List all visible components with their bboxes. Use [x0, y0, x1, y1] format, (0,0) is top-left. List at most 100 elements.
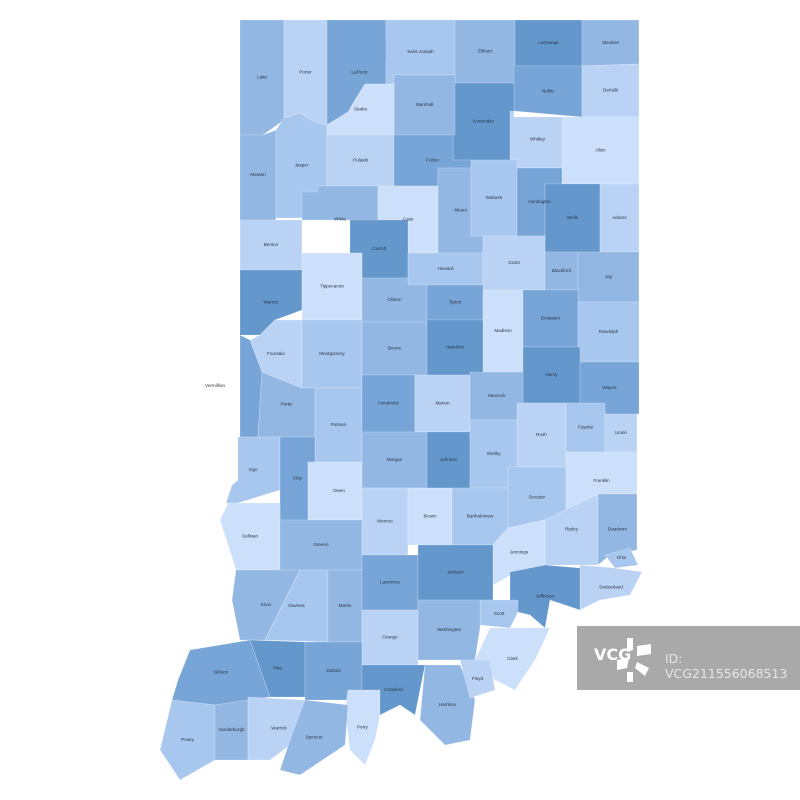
county-label-ripley: Ripley — [565, 527, 578, 532]
county-label-steuben: Steuben — [602, 40, 620, 45]
county-label-decatur: Decatur — [529, 495, 546, 500]
county-label-whitley: Whitley — [530, 137, 546, 142]
county-label-tippecanoe: Tippecanoe — [320, 284, 344, 289]
county-label-shelby: Shelby — [486, 451, 501, 456]
county-label-lagrange: LaGrange — [538, 40, 559, 45]
county-harrison[interactable] — [419, 664, 476, 746]
county-label-dubois: Dubois — [326, 668, 341, 673]
county-label-carroll: Carroll — [372, 246, 386, 251]
county-label-vermillion: Vermillion — [205, 383, 225, 388]
county-label-tipton: Tipton — [449, 300, 462, 305]
county-label-jackson: Jackson — [447, 570, 464, 575]
county-label-benton: Benton — [264, 242, 279, 247]
county-label-switzerland: Switzerland — [599, 585, 623, 590]
county-label-vigo: Vigo — [248, 467, 258, 472]
county-label-grant: Grant — [508, 260, 520, 265]
county-label-dearborn: Dearborn — [608, 527, 628, 532]
county-label-wabash: Wabash — [486, 195, 503, 200]
county-label-lake: Lake — [257, 75, 267, 80]
county-label-saint-joseph: Saint Joseph — [407, 49, 434, 54]
county-label-white: White — [334, 217, 346, 222]
county-lake[interactable] — [239, 19, 285, 136]
watermark-id: ID: VCG211556068513 — [665, 651, 788, 681]
county-label-starke: Starke — [354, 107, 368, 112]
county-label-warren: Warren — [264, 300, 279, 305]
county-label-pike: Pike — [273, 666, 282, 671]
county-label-fountain: Fountain — [267, 351, 285, 356]
county-label-miami: Miami — [454, 208, 466, 213]
county-label-orange: Orange — [382, 635, 398, 640]
county-label-wayne: Wayne — [602, 385, 617, 390]
county-label-parke: Parke — [280, 402, 292, 407]
county-label-noble: Noble — [542, 89, 554, 94]
county-label-clinton: Clinton — [387, 297, 402, 302]
county-label-elkhart: Elkhart — [478, 49, 493, 54]
county-label-ohio: Ohio — [617, 555, 627, 560]
watermark: VCG ID: VCG211556068513 — [577, 626, 800, 690]
county-label-adams: Adams — [612, 215, 627, 220]
county-label-greene: Greene — [313, 542, 329, 547]
county-label-dekalb: DeKalb — [603, 88, 619, 93]
county-label-vanderburgh: Vanderburgh — [218, 727, 245, 732]
county-label-morgan: Morgan — [387, 457, 403, 462]
county-spencer[interactable] — [279, 699, 349, 776]
county-label-marshall: Marshall — [416, 102, 433, 107]
county-label-allen: Allen — [595, 148, 606, 153]
county-label-washington: Washington — [437, 627, 462, 632]
county-label-howard: Howard — [438, 266, 454, 271]
county-label-cass: Cass — [403, 217, 414, 222]
county-label-jennings: Jennings — [510, 550, 529, 555]
county-washington[interactable] — [417, 599, 481, 661]
county-label-spencer: Spencer — [305, 735, 323, 740]
county-jasper[interactable] — [275, 112, 328, 219]
county-label-montgomery: Montgomery — [319, 351, 345, 356]
county-label-brown: Brown — [423, 514, 436, 519]
county-label-knox: Knox — [261, 602, 272, 607]
county-label-pulaski: Pulaski — [353, 158, 368, 163]
county-label-martin: Martin — [339, 603, 352, 608]
county-label-posey: Posey — [181, 737, 194, 742]
county-label-jay: Jay — [605, 274, 613, 279]
county-label-bartholomew: Bartholomew — [467, 514, 494, 519]
county-ohio[interactable] — [604, 547, 639, 569]
county-label-henry: Henry — [545, 372, 558, 377]
county-label-blackford: Blackford — [552, 268, 572, 273]
county-label-fulton: Fulton — [426, 158, 439, 163]
county-label-huntington: Huntington — [528, 199, 551, 204]
county-label-johnson: Johnson — [440, 457, 458, 462]
county-label-newton: Newton — [250, 172, 266, 177]
county-label-floyd: Floyd — [472, 676, 484, 681]
county-label-randolph: Randolph — [599, 329, 619, 334]
county-posey[interactable] — [159, 699, 216, 781]
county-floyd[interactable] — [459, 659, 496, 699]
county-label-delaware: Delaware — [541, 316, 561, 321]
county-label-hendricks: Hendricks — [378, 401, 399, 406]
county-label-putnam: Putnam — [331, 422, 347, 427]
county-label-boone: Boone — [388, 346, 402, 351]
county-label-marion: Marion — [435, 401, 449, 406]
county-label-perry: Perry — [357, 725, 369, 730]
county-label-fayette: Fayette — [578, 425, 594, 430]
county-label-wells: Wells — [567, 215, 579, 220]
county-label-harrison: Harrison — [439, 702, 457, 707]
county-label-rush: Rush — [536, 432, 547, 437]
county-label-jefferson: Jefferson — [536, 594, 555, 599]
county-label-clark: Clark — [507, 656, 518, 661]
county-wayne[interactable] — [579, 361, 640, 415]
vcg-logo-icon — [617, 638, 651, 682]
county-label-madison: Madison — [494, 328, 512, 333]
county-label-hancock: Hancock — [488, 393, 507, 398]
county-label-gibson: Gibson — [214, 670, 229, 675]
county-label-porter: Porter — [299, 70, 312, 75]
county-label-union: Union — [615, 430, 627, 435]
county-label-laporte: LaPorte — [351, 70, 368, 75]
county-label-lawrence: Lawrence — [380, 580, 400, 585]
county-label-sullivan: Sullivan — [242, 534, 259, 539]
county-daviess[interactable] — [264, 569, 329, 643]
county-label-crawford: Crawford — [384, 687, 403, 692]
county-label-kosciusko: Kosciusko — [473, 119, 494, 124]
county-label-jasper: Jasper — [295, 163, 309, 168]
county-label-monroe: Monroe — [377, 519, 393, 524]
county-label-warrick: Warrick — [271, 726, 287, 731]
